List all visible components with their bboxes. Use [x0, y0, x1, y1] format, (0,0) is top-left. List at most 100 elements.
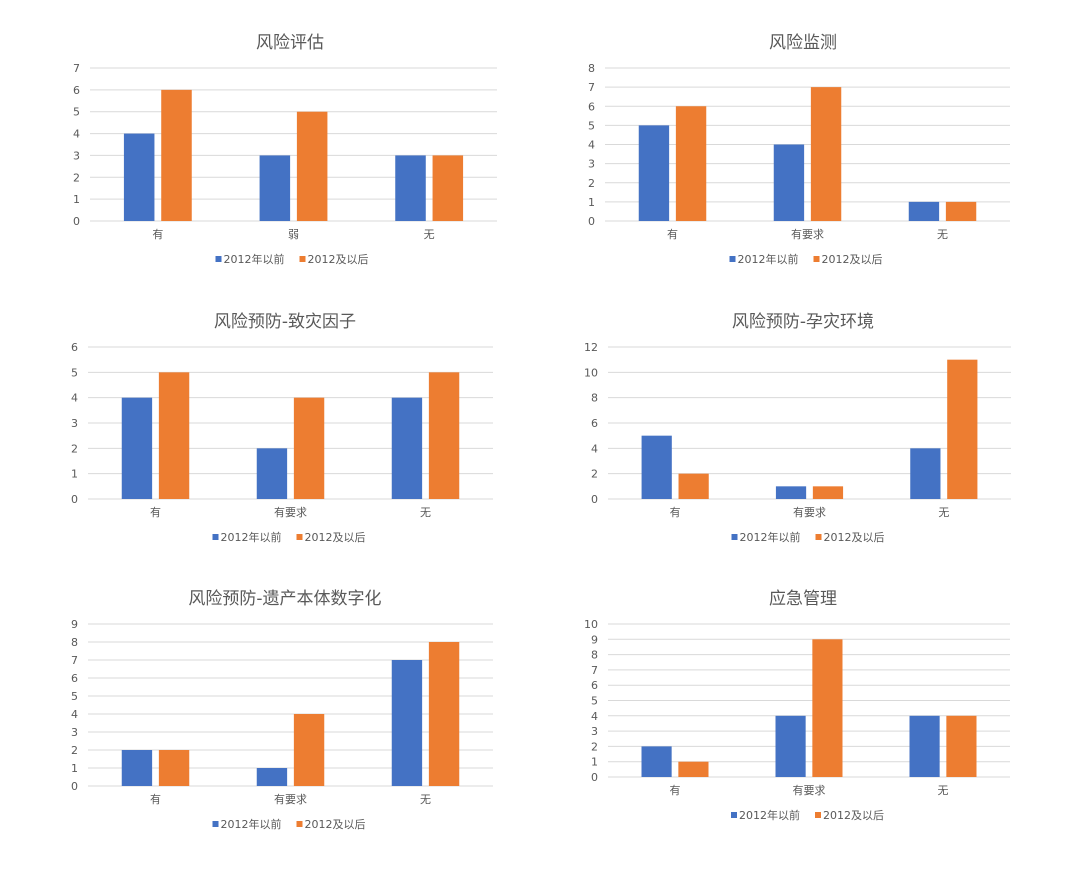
bar-before-2012	[123, 133, 155, 221]
y-tick-label: 5	[591, 695, 598, 708]
bar-before-2012	[121, 750, 153, 786]
legend-label: 2012年以前	[739, 808, 800, 822]
y-tick-label: 9	[71, 618, 78, 631]
legend-swatch	[731, 534, 738, 540]
y-tick-label: 3	[71, 726, 78, 739]
y-tick-label: 4	[73, 128, 80, 141]
y-tick-label: 1	[73, 193, 80, 206]
y-tick-label: 5	[73, 106, 80, 119]
x-tick-label: 有要求	[793, 505, 826, 519]
legend-swatch	[212, 821, 219, 827]
legend-label: 2012及以后	[823, 809, 884, 822]
legend-swatch	[296, 534, 303, 540]
y-tick-label: 6	[591, 679, 598, 692]
chart-4: 风险预防-孕灾环境 0 2 4 6 8 10 12 有 有要求 无 2012年以前 2012及以后	[584, 312, 1011, 544]
x-tick-label: 无	[938, 506, 949, 519]
chart-5: 风险预防-遗产本体数字化 0 1 2 3 4 5 6 7 8 9 有 有要求 无 2012年以前 2012及以…	[71, 589, 493, 831]
bar-before-2012	[391, 660, 423, 786]
y-tick-label: 0	[591, 493, 598, 506]
bar-2012-and-after	[428, 372, 460, 499]
bar-before-2012	[641, 746, 672, 777]
legend-label: 2012年以前	[740, 530, 801, 544]
x-tick-label: 有	[670, 505, 681, 519]
y-tick-label: 5	[71, 366, 78, 379]
bar-before-2012	[910, 448, 941, 499]
chart-title: 风险监测	[769, 33, 837, 53]
bar-2012-and-after	[946, 715, 977, 777]
legend-label: 2012及以后	[824, 531, 885, 544]
y-tick-label: 4	[588, 139, 595, 152]
legend-swatch	[729, 256, 736, 262]
x-tick-label: 无	[420, 793, 431, 806]
chart-2: 风险监测 0 1 2 3 4 5 6 7 8 有 有要求 无 2012年以前 2012及以后	[588, 33, 1010, 266]
chart-1: 风险评估 0 1 2 3 4 5 6 7 有 弱 无 2012年以前 2012及以后	[73, 33, 497, 266]
y-tick-label: 2	[591, 468, 598, 481]
y-tick-label: 0	[73, 215, 80, 228]
bar-2012-and-after	[812, 639, 843, 777]
legend-swatch	[815, 534, 822, 540]
bar-before-2012	[641, 435, 672, 499]
bar-2012-and-after	[678, 761, 709, 777]
bar-before-2012	[908, 201, 940, 221]
y-tick-label: 9	[591, 633, 598, 646]
bar-before-2012	[256, 448, 288, 499]
y-tick-label: 2	[588, 177, 595, 190]
bar-before-2012	[395, 155, 426, 221]
bar-2012-and-after	[432, 155, 464, 221]
bar-before-2012	[775, 715, 806, 777]
bar-2012-and-after	[293, 397, 325, 499]
chart-title: 风险预防-遗产本体数字化	[188, 589, 381, 609]
bar-2012-and-after	[812, 486, 844, 499]
y-tick-label: 6	[71, 341, 78, 354]
bar-2012-and-after	[158, 750, 190, 786]
legend-label: 2012及以后	[822, 253, 883, 266]
bar-before-2012	[391, 397, 423, 499]
legend-swatch	[299, 256, 306, 262]
y-tick-label: 7	[73, 62, 80, 75]
bar-2012-and-after	[945, 201, 977, 221]
chart-title: 风险评估	[256, 33, 324, 53]
y-tick-label: 4	[71, 392, 78, 405]
chart-title: 风险预防-孕灾环境	[732, 312, 874, 332]
y-tick-label: 8	[71, 636, 78, 649]
y-tick-label: 1	[588, 196, 595, 209]
chart-title: 应急管理	[769, 589, 837, 609]
y-tick-label: 4	[71, 708, 78, 721]
bar-2012-and-after	[428, 642, 460, 786]
x-tick-label: 无	[937, 228, 948, 241]
x-tick-label: 弱	[288, 228, 299, 241]
bar-2012-and-after	[678, 473, 709, 499]
legend-label: 2012及以后	[308, 253, 369, 266]
y-tick-label: 0	[588, 215, 595, 228]
legend-swatch	[296, 821, 303, 827]
y-tick-label: 0	[591, 771, 598, 784]
y-tick-label: 5	[588, 119, 595, 132]
bar-before-2012	[256, 768, 288, 786]
y-tick-label: 1	[71, 468, 78, 481]
x-tick-label: 有要求	[274, 792, 307, 806]
y-tick-label: 7	[588, 81, 595, 94]
y-tick-label: 8	[588, 62, 595, 75]
y-tick-label: 3	[73, 149, 80, 162]
x-tick-label: 有要求	[274, 505, 307, 519]
x-tick-label: 有	[670, 783, 681, 797]
y-tick-label: 8	[591, 649, 598, 662]
bar-2012-and-after	[675, 106, 707, 221]
bar-before-2012	[121, 397, 153, 499]
y-tick-label: 10	[584, 618, 598, 631]
y-tick-label: 1	[71, 762, 78, 775]
x-tick-label: 无	[424, 228, 435, 241]
legend-swatch	[215, 256, 222, 262]
legend-swatch	[731, 812, 737, 818]
x-tick-label: 无	[420, 506, 431, 519]
x-tick-label: 有	[152, 227, 163, 241]
y-tick-label: 5	[71, 690, 78, 703]
legend-label: 2012及以后	[305, 531, 366, 544]
y-tick-label: 4	[591, 442, 598, 455]
y-tick-label: 6	[71, 672, 78, 685]
bar-before-2012	[909, 715, 940, 777]
bar-2012-and-after	[293, 714, 325, 786]
legend-label: 2012年以前	[221, 817, 282, 831]
bar-2012-and-after	[296, 111, 328, 221]
